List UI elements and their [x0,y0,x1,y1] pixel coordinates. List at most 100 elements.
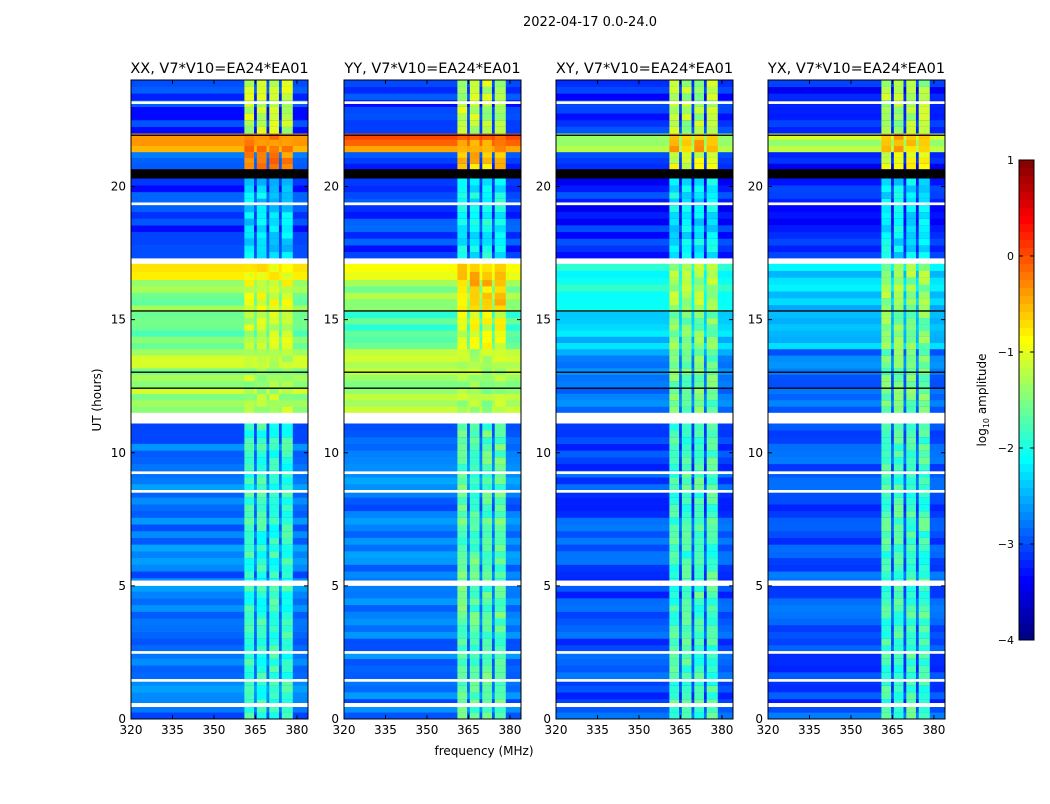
rfi-cell [482,477,492,485]
rfi-cell [269,510,279,518]
rfi-cell [457,113,468,121]
rfi-cell [482,393,492,401]
rfi-cell [918,225,930,233]
colorbar-frame [1018,159,1035,641]
rfi-cell [256,305,267,312]
rfi-cell [706,443,718,451]
rfi-cell [482,336,492,343]
rfi-cell [681,537,692,545]
rfi-cell [694,618,704,626]
heatmap-row [768,400,945,407]
y-tick-label: 10 [536,446,551,460]
rfi-cell [881,638,892,646]
rfi-cell [906,368,916,375]
heatmap-row [344,537,521,545]
rfi-cell [281,604,293,612]
rfi-cell [256,631,267,639]
heatmap-row [556,510,733,518]
rfi-cell [457,537,468,545]
rfi-cell [669,191,680,199]
rfi-cell [694,119,704,127]
masked-band [556,134,733,136]
rfi-cell [494,225,506,233]
rfi-cell [494,604,506,612]
rfi-cell [457,517,468,525]
heatmap-row [344,311,521,319]
rfi-cell [256,292,267,300]
rfi-cell [457,238,468,246]
heatmap-row [131,530,308,538]
rfi-cell [918,151,930,158]
rfi-cell [494,678,506,686]
rfi-cell [244,658,255,666]
rfi-cell [269,678,279,686]
rfi-cell [244,279,255,287]
masked-band [131,310,308,312]
rfi-cell [893,86,904,94]
rfi-cell [494,231,506,239]
heatmap-row [131,342,308,350]
flagged-gap [768,490,945,493]
rfi-cell [281,361,293,369]
heatmap-row [344,368,521,375]
rfi-cell [918,611,930,619]
rfi-cell [494,342,506,350]
heatmap-row [768,423,945,431]
rfi-cell [494,191,506,199]
rfi-cell [706,436,718,444]
rfi-cell [906,598,916,606]
colorbar-segment [1019,512,1034,521]
rfi-cell [269,251,279,259]
rfi-cell [906,524,916,532]
heatmap-row [556,611,733,619]
heatmap-row [768,537,945,545]
rfi-cell [706,658,718,666]
rfi-cell [706,537,718,545]
rfi-cell [469,231,480,239]
y-tick-label: 20 [111,180,126,194]
rfi-cell [694,712,704,720]
rfi-cell [469,126,480,134]
heatmap-row [556,185,733,193]
rfi-cell [918,380,930,388]
rfi-cell [881,374,892,382]
heatmap-row [131,330,308,337]
heatmap-row [556,133,733,140]
rfi-cell [893,504,904,512]
heatmap-row [768,311,945,319]
rfi-cell [269,191,279,199]
heatmap-row [556,638,733,646]
rfi-cell [918,317,930,325]
rfi-cell [269,106,279,114]
rfi-cell [457,400,468,407]
rfi-cell [669,368,680,375]
heatmap-row [131,380,308,388]
heatmap-row [131,443,308,451]
rfi-cell [906,591,916,599]
rfi-cell [482,225,492,233]
rfi-cell [281,368,293,375]
rfi-cell [706,645,718,653]
rfi-cell [893,457,904,465]
heatmap-row [556,205,733,213]
rfi-cell [706,497,718,505]
rfi-cell [918,443,930,451]
rfi-cell [681,406,692,414]
rfi-cell [918,348,930,356]
rfi-cell [494,292,506,300]
heatmap-row [768,198,945,206]
rfi-cell [681,591,692,599]
rfi-cell [706,564,718,572]
rfi-cell [269,286,279,293]
rfi-cell [269,238,279,246]
colorbar-segment [1019,200,1034,209]
rfi-cell [881,477,892,485]
rfi-cell [281,348,293,356]
rfi-cell [281,145,293,153]
rfi-cell [706,530,718,538]
rfi-cell [669,133,680,140]
colorbar-segment [1019,568,1034,577]
heatmap-row [344,245,521,253]
rfi-cell [256,387,267,394]
rfi-cell [906,225,916,233]
